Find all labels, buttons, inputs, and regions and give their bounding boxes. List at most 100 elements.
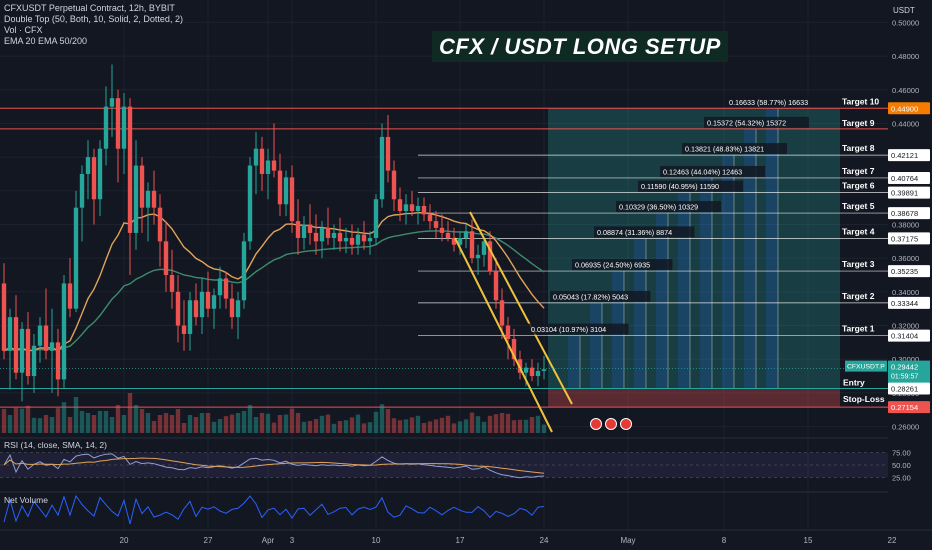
volume-bar [73, 397, 79, 433]
target-label: Target 10 [842, 96, 879, 106]
target-note-bg [528, 323, 629, 335]
chart-legend: CFXUSDT Perpetual Contract, 12h, BYBIT D… [4, 3, 183, 47]
candle-body [271, 160, 277, 171]
candle-body [265, 160, 271, 174]
volume-bar [289, 408, 295, 433]
symbol-title[interactable]: CFXUSDT Perpetual Contract, 12h, BYBIT [4, 3, 175, 13]
target-projection-bar [656, 213, 668, 389]
target-note-bg [660, 165, 765, 177]
stop-loss-zone [548, 388, 840, 408]
ema-indicator-label[interactable]: EMA 20 EMA 50/200 [4, 36, 88, 46]
target-note-bg [572, 259, 673, 271]
candle-body [475, 254, 481, 259]
volume-bar [139, 409, 145, 433]
target-price-tag: 0.37175 [891, 234, 918, 243]
price-tick-label: 0.44000 [892, 119, 919, 128]
target-projection-bar [568, 335, 580, 389]
entry-label: Entry [843, 378, 865, 388]
volume-bar [355, 414, 361, 433]
candle-body [427, 214, 433, 222]
candle-body [379, 136, 385, 200]
volume-indicator-label[interactable]: Vol · CFX [4, 25, 43, 35]
target-projection-bar [678, 192, 690, 389]
volume-bar [523, 419, 529, 433]
time-tick-label: 15 [804, 536, 813, 545]
candle-body [37, 325, 43, 346]
volume-bar [91, 415, 97, 433]
volume-bar [541, 424, 547, 433]
volume-bar [517, 419, 523, 433]
rsi-level-label: 75.00 [892, 449, 911, 458]
candle-body [103, 106, 109, 149]
double-top-indicator-label[interactable]: Double Top (50, Both, 10, Solid, 2, Dott… [4, 14, 183, 24]
target-note: 0.08874 (31.36%) 8874 [597, 228, 672, 237]
target-note: 0.15372 (54.32%) 15372 [707, 118, 786, 127]
candle-body [61, 283, 67, 380]
volume-bar [163, 413, 169, 433]
candle-body [163, 241, 169, 276]
candle-body [133, 165, 139, 233]
target-label: Target 6 [842, 181, 875, 191]
event-marker-icon [590, 418, 602, 430]
volume-bar [67, 417, 73, 433]
candle-body [13, 317, 19, 373]
symbol-tag: CFXUSDT.P [847, 364, 885, 371]
volume-bar [403, 419, 409, 433]
price-tick-label: 0.46000 [892, 86, 919, 95]
time-tick-label: 8 [722, 536, 727, 545]
candle-body [7, 317, 13, 351]
currency-label: USDT [893, 6, 915, 15]
volume-bar [1, 409, 7, 433]
volume-bar [13, 407, 19, 433]
candle-body [343, 237, 349, 242]
candle-body [295, 221, 301, 238]
candle-body [487, 241, 493, 272]
candle-body [361, 234, 367, 242]
volume-bar [211, 421, 217, 433]
candle-body [55, 342, 61, 380]
candle-body [541, 369, 547, 372]
volume-bar [421, 423, 427, 433]
volume-bar [343, 420, 349, 433]
candle-body [499, 300, 505, 326]
volume-bar [487, 415, 493, 433]
candle-body [19, 328, 25, 373]
candle-body [259, 148, 265, 174]
candle-body [433, 221, 439, 228]
target-note-bg [594, 226, 695, 238]
candle-body [367, 237, 373, 242]
rsi-line [3, 453, 545, 479]
volume-bar [151, 421, 157, 433]
net-volume-line [3, 494, 545, 525]
candle-body [319, 227, 325, 242]
candle-body [187, 300, 193, 334]
candle-body [217, 278, 223, 296]
net-volume-indicator-label[interactable]: Net Volume [4, 495, 48, 505]
target-note-bg [550, 290, 651, 302]
candle-body [139, 165, 145, 208]
target-price-tag-bg [888, 207, 930, 220]
target-projection-bar [590, 302, 602, 389]
candle-body [121, 106, 127, 149]
volume-bar [253, 417, 259, 433]
volume-bar [79, 411, 85, 433]
volume-bar [133, 405, 139, 433]
time-tick-label: 10 [372, 536, 381, 545]
candle-body [85, 157, 91, 174]
rsi-indicator-label[interactable]: RSI (14, close, SMA, 14, 2) [4, 440, 107, 450]
current-price-tag: 0.29442 [891, 363, 918, 372]
candle-body [31, 345, 37, 377]
ema-20-line [3, 211, 545, 352]
stop-loss-price-tag: 0.27154 [891, 403, 918, 412]
volume-bar [247, 405, 253, 433]
event-marker-icon [605, 418, 617, 430]
volume-bar [493, 414, 499, 433]
volume-bar [127, 393, 133, 433]
candle-body [409, 204, 415, 212]
candle-body [451, 237, 457, 245]
volume-bar [499, 413, 505, 433]
volume-bar [187, 415, 193, 433]
volume-bar [205, 413, 211, 433]
candle-body [421, 205, 427, 215]
